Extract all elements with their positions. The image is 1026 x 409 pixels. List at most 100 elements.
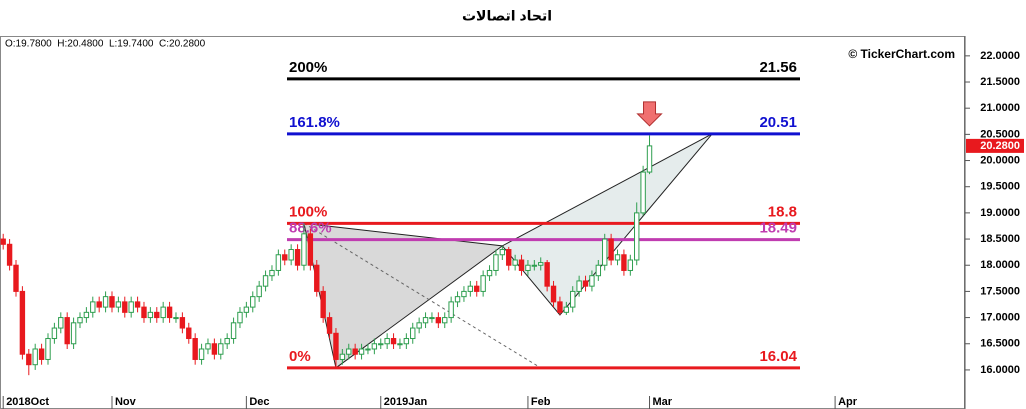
candle-body bbox=[371, 343, 378, 350]
candle-body bbox=[32, 348, 38, 366]
candle-body bbox=[442, 317, 448, 324]
candle-body bbox=[205, 343, 211, 350]
ohlc-label: O:19.7800 H:20.4800 L:19.7400 C:20.2800 bbox=[5, 39, 206, 50]
candle-body bbox=[608, 238, 614, 261]
candle-body bbox=[506, 249, 512, 266]
level-label: 88.6% bbox=[289, 220, 332, 237]
last-price-label: 20.2800 bbox=[980, 140, 1020, 152]
candle-body bbox=[282, 254, 288, 261]
candle-body bbox=[134, 301, 141, 308]
candle-body bbox=[480, 275, 486, 292]
candle-body bbox=[640, 171, 646, 214]
y-tick-label: 21.5000 bbox=[980, 76, 1020, 88]
candle-body bbox=[512, 259, 518, 266]
candle-body bbox=[448, 301, 454, 319]
candle-body bbox=[403, 338, 410, 345]
candle-body bbox=[58, 317, 64, 329]
candle-body bbox=[365, 348, 371, 351]
level-label: 100% bbox=[289, 203, 327, 220]
candle-body bbox=[186, 327, 192, 340]
candle-body bbox=[410, 327, 416, 340]
level-label: 161.8% bbox=[289, 114, 340, 131]
candle-body bbox=[269, 269, 275, 277]
candle-body bbox=[493, 254, 499, 271]
candle-body bbox=[256, 285, 262, 298]
candle-body bbox=[467, 285, 474, 292]
candle-body bbox=[339, 353, 346, 360]
candle-body bbox=[538, 262, 544, 266]
candle-body bbox=[45, 338, 51, 360]
y-tick-label: 17.0000 bbox=[980, 311, 1020, 323]
candle-body bbox=[90, 301, 96, 313]
candle-body bbox=[70, 322, 77, 345]
candle-body bbox=[13, 264, 19, 292]
projection-line bbox=[303, 222, 541, 369]
candle-body bbox=[275, 254, 282, 271]
candle-body bbox=[544, 262, 550, 287]
candle-body bbox=[301, 233, 307, 266]
candle-body bbox=[83, 311, 90, 319]
candle-body bbox=[19, 290, 26, 355]
candle-body bbox=[192, 338, 198, 360]
last-price-box bbox=[966, 138, 1024, 153]
x-tick-label: Dec bbox=[249, 396, 269, 408]
y-tick-label: 22.0000 bbox=[980, 50, 1020, 62]
candle-body bbox=[6, 243, 13, 266]
candle-body bbox=[333, 332, 339, 360]
level-value: 21.56 bbox=[759, 59, 797, 76]
candle-body bbox=[352, 348, 358, 355]
y-tick-label: 20.5000 bbox=[980, 128, 1020, 140]
chart-title: اتحاد اتصالات bbox=[462, 8, 552, 24]
candle-body bbox=[102, 296, 109, 308]
candle-body bbox=[26, 353, 32, 366]
candle-body bbox=[224, 338, 230, 345]
candle-body bbox=[211, 343, 218, 355]
y-tick-label: 18.5000 bbox=[980, 233, 1020, 245]
y-tick-label: 19.5000 bbox=[980, 181, 1020, 193]
x-tick-label: Nov bbox=[115, 396, 137, 408]
candle-body bbox=[96, 301, 102, 308]
candle-body bbox=[51, 327, 58, 340]
candle-body bbox=[288, 249, 294, 261]
candle-body bbox=[378, 343, 384, 346]
candle-body bbox=[595, 264, 602, 277]
candle-body bbox=[416, 322, 422, 329]
x-tick-label: Feb bbox=[531, 396, 551, 408]
candle-body bbox=[582, 280, 589, 287]
x-tick-label: 2018Oct bbox=[6, 396, 49, 408]
candle-body bbox=[237, 311, 243, 324]
candle-body bbox=[621, 254, 627, 271]
candle-body bbox=[627, 259, 634, 271]
candle-body bbox=[646, 145, 653, 173]
candle-body bbox=[198, 348, 205, 360]
y-tick-label: 21.0000 bbox=[980, 102, 1020, 114]
candle-body bbox=[602, 238, 608, 266]
candle-body bbox=[576, 280, 582, 292]
candle-body bbox=[518, 259, 525, 271]
y-tick-label: 16.5000 bbox=[980, 338, 1020, 350]
candle-body bbox=[474, 285, 480, 292]
candle-body bbox=[486, 269, 493, 277]
signal-arrow bbox=[636, 101, 663, 127]
y-tick-label: 18.0000 bbox=[980, 259, 1020, 271]
candle-body bbox=[454, 296, 461, 303]
candle-body bbox=[634, 212, 640, 261]
candle-body bbox=[115, 301, 122, 308]
y-tick-label: 20.0000 bbox=[980, 154, 1020, 166]
x-tick-label: 2019Jan bbox=[384, 396, 428, 408]
candle-body bbox=[429, 317, 435, 320]
candle-body bbox=[77, 317, 83, 324]
y-tick-label: 19.0000 bbox=[980, 207, 1020, 219]
candle-body bbox=[179, 317, 186, 329]
candle-body bbox=[307, 233, 314, 266]
level-value: 16.04 bbox=[759, 348, 797, 365]
candle-body bbox=[563, 306, 570, 313]
candle-body bbox=[358, 348, 365, 355]
x-tick-label: Mar bbox=[653, 396, 673, 408]
candle-body bbox=[147, 311, 154, 319]
candle-body bbox=[557, 301, 563, 313]
candle-body bbox=[397, 343, 403, 346]
candle-body bbox=[250, 296, 256, 308]
y-tick-label: 16.0000 bbox=[980, 364, 1020, 376]
